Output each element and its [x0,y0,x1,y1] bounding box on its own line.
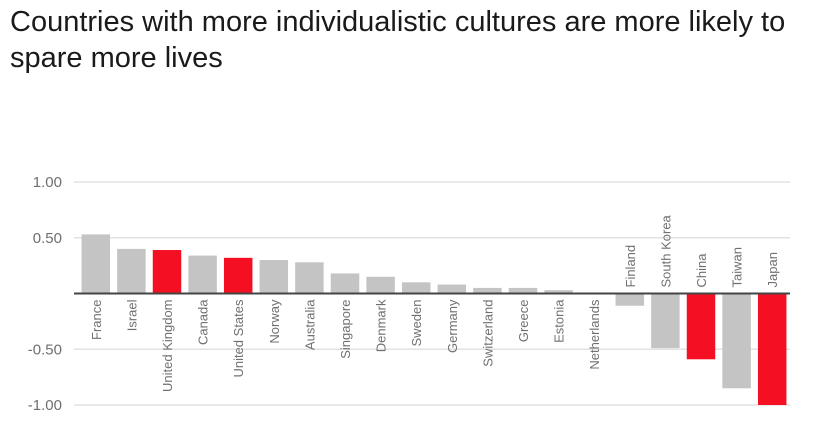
x-category-label: Switzerland [480,300,495,367]
bar-norway [259,260,289,294]
x-category-label: United Kingdom [160,300,175,393]
bar-estonia [544,290,573,294]
x-category-label: Greece [516,300,531,343]
bar-israel [117,248,146,294]
bar-greece [508,287,538,294]
bar-france [81,234,111,294]
bar-united-kingdom [152,250,182,294]
chart-title: Countries with more individualistic cult… [10,6,786,74]
bar-switzerland [473,287,502,294]
y-tick-label: 1.00 [33,174,62,191]
x-category-label: South Korea [658,214,673,287]
bar-south-korea [651,293,680,349]
x-category-label: Israel [124,299,139,331]
x-category-label: Japan [765,252,780,287]
x-category-label: Norway [267,299,282,344]
x-category-label: Estonia [552,299,567,343]
x-category-label: Australia [302,299,317,350]
x-category-label: Taiwan [730,247,745,287]
x-category-label: United States [231,299,246,378]
x-category-label: Denmark [374,299,389,352]
x-category-label: France [89,300,104,340]
x-category-label: Finland [623,245,638,288]
x-category-label: Netherlands [587,299,602,370]
x-category-label: Canada [196,299,211,345]
bar-finland [615,293,645,306]
bar-denmark [366,276,395,294]
bar-canada [188,255,217,294]
y-tick-label: -0.50 [28,341,62,358]
bar-taiwan [722,293,751,389]
bar-germany [437,284,467,294]
bar-united-states [223,257,253,294]
bar-china [686,293,716,360]
x-category-label: Singapore [338,300,353,359]
x-category-label: Sweden [409,300,424,347]
bar-sweden [401,282,431,294]
y-tick-label: -1.00 [28,397,62,414]
bar-japan [757,293,787,405]
x-category-label: China [694,253,709,288]
bar-singapore [330,273,360,294]
x-category-label: Germany [445,299,460,353]
bar-australia [295,262,324,294]
y-tick-label: 0.50 [33,230,62,247]
